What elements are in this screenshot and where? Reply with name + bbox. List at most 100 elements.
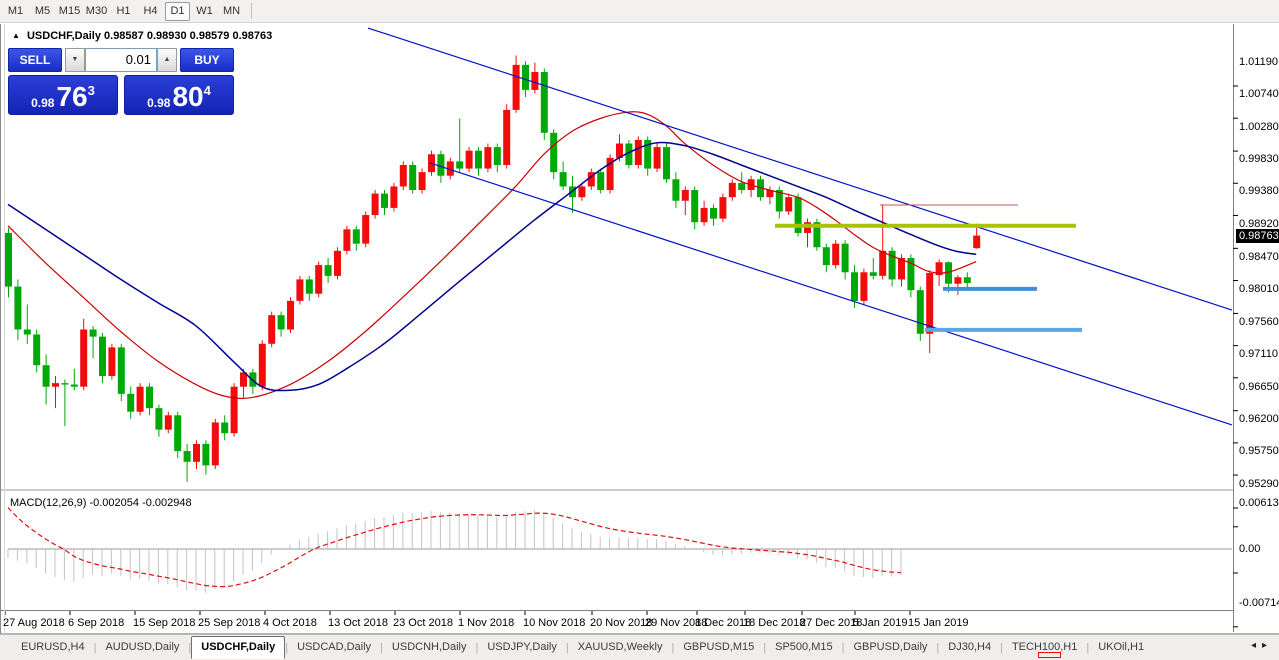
date-axis-label: 25 Sep 2018 [198, 617, 261, 629]
tab-audusd-daily[interactable]: AUDUSD,Daily [105, 641, 180, 653]
price-axis-label: 0.95750 [1239, 445, 1279, 458]
chart-title-ohlc: 0.98587 0.98930 0.98579 0.98763 [104, 30, 273, 42]
date-axis-label: 5 Jan 2019 [853, 617, 908, 629]
sell-price-sup: 3 [87, 83, 95, 98]
date-axis-label: 23 Oct 2018 [393, 617, 453, 629]
price-axis-label: 0.95290 [1239, 477, 1279, 490]
volume-stepper: ▼ 0.01 ▲ [65, 48, 177, 72]
macd-indicator-label: MACD(12,26,9) -0.002054 -0.002948 [10, 497, 192, 509]
candlestick-series [5, 55, 981, 482]
tab-scroll-arrows: ◂▸ [1251, 640, 1273, 651]
chevron-up-icon: ▲ [163, 56, 171, 63]
tab-separator: | [671, 641, 675, 654]
sell-price-base: 0.98 [31, 96, 55, 110]
macd-axis-label: -0.007142 [1239, 596, 1279, 609]
date-axis-label: 13 Oct 2018 [328, 617, 388, 629]
timeframe-button-d1[interactable]: D1 [165, 1, 190, 21]
tab-tech100-h1[interactable]: TECH100,H1 [1011, 641, 1078, 653]
tab-separator: | [565, 641, 569, 654]
tab-separator: | [763, 641, 767, 654]
date-axis-label: 27 Dec 2018 [800, 617, 863, 629]
buy-price-panel[interactable]: 0.98 80 4 [124, 75, 234, 115]
timeframe-button-w1[interactable]: W1 [196, 4, 213, 17]
highlight-marker [1038, 652, 1061, 658]
tab-gbpusd-daily[interactable]: GBPUSD,Daily [853, 641, 928, 653]
buy-price-base: 0.98 [147, 96, 171, 110]
date-axis[interactable]: 27 Aug 2018 6 Sep 2018 15 Sep 2018 25 Sep 2… [0, 612, 1233, 634]
tab-separator: | [1086, 641, 1090, 654]
date-axis-label: 27 Aug 2018 [3, 617, 65, 629]
buy-button[interactable]: BUY [180, 48, 234, 72]
tab-usdchf-daily[interactable]: USDCHF,Daily [191, 636, 286, 659]
price-axis-label: 1.00740 [1239, 88, 1279, 101]
timeframe-button-m5[interactable]: M5 [34, 4, 51, 17]
window-left-border-inner [4, 24, 5, 634]
chart-canvas[interactable] [0, 24, 1279, 660]
date-axis-label: 29 Nov 2018 [645, 617, 708, 629]
macd-signal-line [7, 507, 902, 588]
chart-title-symbol: USDCHF,Daily [26, 30, 101, 42]
volume-increase-button[interactable]: ▲ [157, 48, 177, 72]
date-axis-label: 1 Nov 2018 [458, 617, 515, 629]
price-axis-label: 0.98920 [1239, 218, 1279, 231]
tab-separator: | [1000, 641, 1003, 654]
date-axis-label: 15 Jan 2019 [908, 617, 969, 629]
price-axis-label: 1.01190 [1239, 56, 1278, 68]
buy-price-big: 80 [172, 81, 204, 112]
tab-separator: | [475, 641, 479, 654]
tab-separator: | [380, 641, 383, 654]
tab-separator: | [841, 641, 845, 654]
macd-histogram [7, 509, 902, 593]
tab-sp500-m15[interactable]: SP500,M15 [775, 641, 833, 653]
tab-usdcnh-daily[interactable]: USDCNH,Daily [391, 641, 467, 653]
tab-separator: | [936, 641, 940, 654]
volume-decrease-button[interactable]: ▼ [65, 48, 85, 72]
tab-separator: | [188, 641, 192, 654]
one-click-trading-widget: SELL ▼ 0.01 ▲ BUY 0.98 76 3 [8, 48, 234, 116]
price-axis-label: 0.97560 [1239, 315, 1279, 328]
price-axis-label: 1.00280 [1239, 121, 1279, 134]
date-axis-label: 20 Nov 2018 [590, 617, 653, 629]
channel-upper[interactable] [367, 27, 1233, 311]
date-axis-label: 15 Sep 2018 [133, 617, 196, 629]
tab-dj30-h4[interactable]: DJ30,H4 [948, 641, 992, 653]
price-axis-label: 0.99380 [1239, 185, 1279, 198]
volume-input[interactable]: 0.01 [85, 48, 157, 72]
timeframe-button-h4[interactable]: H4 [143, 4, 158, 17]
price-axis-label: 0.98010 [1239, 283, 1279, 296]
tab-eurusd-h4[interactable]: EURUSD,H4 [21, 641, 85, 653]
sell-price-panel[interactable]: 0.98 76 3 [8, 75, 118, 115]
date-axis-label: 18 Dec 2018 [743, 617, 806, 629]
timeframe-button-h1[interactable]: H1 [116, 4, 131, 17]
macd-axis-label: 0.006137 [1239, 496, 1279, 509]
sell-price-big: 76 [56, 81, 88, 112]
ma-fast-line [7, 111, 977, 399]
date-axis-label: 6 Sep 2018 [68, 617, 125, 629]
tab-scroll-left-icon[interactable]: ◂ [1250, 640, 1262, 651]
toolbar-separator [251, 3, 252, 19]
tab-xauusd-weekly[interactable]: XAUUSD,Weekly [577, 641, 663, 653]
tab-usdcad-daily[interactable]: USDCAD,Daily [297, 641, 372, 653]
chart-title: ▲ USDCHF,Daily 0.98587 0.98930 0.98579 0… [12, 30, 272, 42]
tab-gbpusd-m15[interactable]: GBPUSD,M15 [683, 641, 755, 653]
price-axis-label: 0.96200 [1239, 412, 1279, 425]
timeframe-toolbar: M1 M5 M15 M30 H1 H4 D1 W1 MN [0, 0, 1279, 23]
sell-button[interactable]: SELL [8, 48, 62, 72]
timeframe-button-m30[interactable]: M30 [85, 4, 108, 17]
price-axis[interactable]: 1.01190 1.00740 1.00280 0.99830 0.99380 0.989… [1236, 24, 1279, 632]
timeframe-button-m15[interactable]: M15 [58, 4, 81, 17]
last-price-tag: 0.98763 [1236, 228, 1279, 243]
tab-usdjpy-daily[interactable]: USDJPY,Daily [487, 641, 557, 653]
tab-scroll-right-icon[interactable]: ▸ [1261, 640, 1273, 651]
tab-ukoil-h1[interactable]: UKOil,H1 [1098, 641, 1145, 653]
price-axis-label: 0.97110 [1239, 347, 1278, 360]
price-axis-label: 0.98470 [1239, 250, 1279, 263]
ma-slow-line [7, 141, 977, 392]
date-axis-label: 10 Nov 2018 [523, 617, 586, 629]
timeframe-button-m1[interactable]: M1 [7, 4, 24, 17]
chart-window[interactable]: ▲ USDCHF,Daily 0.98587 0.98930 0.98579 0… [0, 24, 1279, 660]
timeframe-button-mn[interactable]: MN [222, 4, 241, 17]
chart-tab-bar: EURUSD,H4 | AUDUSD,Daily | USDCHF,Daily | USDC… [0, 634, 1279, 660]
channel-lower[interactable] [429, 162, 1233, 426]
